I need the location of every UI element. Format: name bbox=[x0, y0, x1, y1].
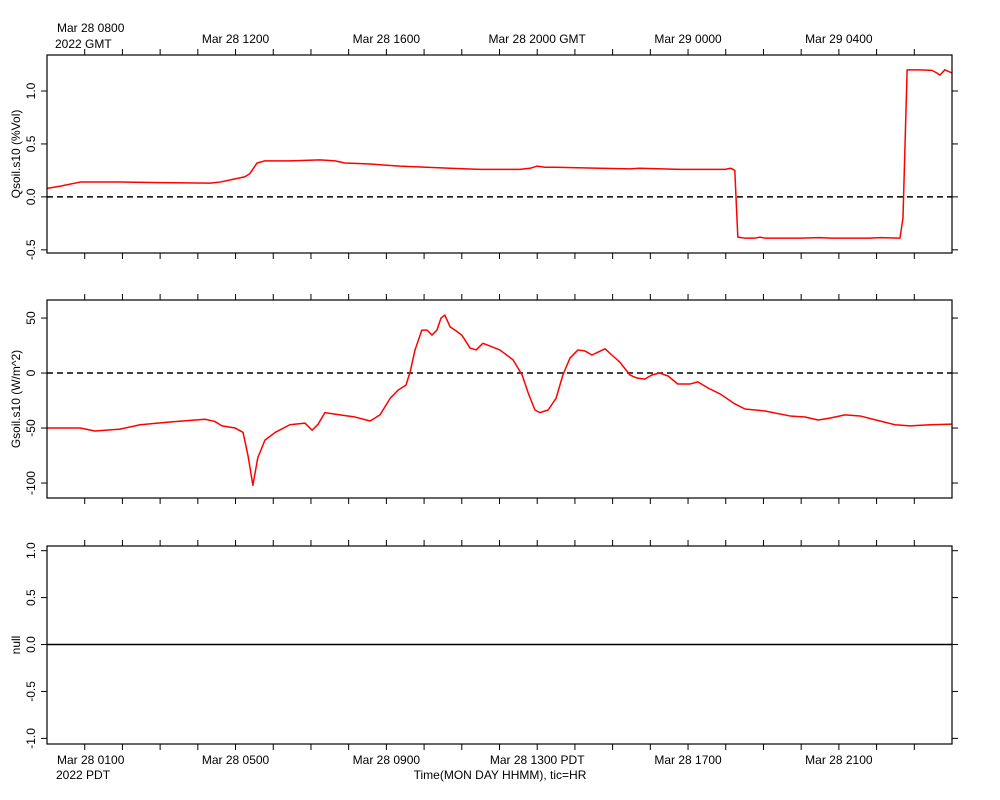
y-axis-label: Gsoil.s10 (W/m^2) bbox=[9, 350, 23, 448]
y-tick-label: 1.0 bbox=[24, 542, 38, 559]
y-tick-label: 1.0 bbox=[24, 82, 38, 99]
y-tick-label: 0.0 bbox=[24, 188, 38, 205]
y-axis-label: null bbox=[9, 636, 23, 655]
data-line bbox=[46, 69, 953, 239]
x2-tick-label: Mar 28 1200 bbox=[202, 32, 270, 46]
x2-tick-label: Mar 29 0400 bbox=[805, 32, 873, 46]
x-tick-label: Mar 28 1300 PDT bbox=[490, 753, 585, 767]
y-tick-label: -0.5 bbox=[24, 681, 38, 702]
x-tick-label: Mar 28 0500 bbox=[202, 753, 270, 767]
x-axis-label: Time(MON DAY HHMM), tic=HR bbox=[414, 768, 587, 782]
y-axis-label: Qsoil.s10 (%Vol) bbox=[9, 110, 23, 199]
data-line bbox=[47, 314, 953, 486]
x2-tick-label: Mar 28 1600 bbox=[353, 32, 421, 46]
x-axis-note: 2022 PDT bbox=[56, 768, 111, 782]
x-tick-label: Mar 28 0900 bbox=[353, 753, 421, 767]
x-tick-label: Mar 28 1700 bbox=[654, 753, 722, 767]
y-tick-label: 50 bbox=[24, 311, 38, 325]
y-tick-label: 0 bbox=[24, 369, 38, 376]
x2-tick-label: Mar 28 2000 GMT bbox=[489, 32, 587, 46]
plot-frame bbox=[46, 54, 953, 254]
x2-axis-note: 2022 GMT bbox=[55, 37, 112, 51]
y-tick-label: 0.5 bbox=[24, 589, 38, 606]
plot-frame bbox=[46, 299, 953, 499]
x-tick-label: Mar 28 0100 bbox=[57, 753, 125, 767]
y-tick-label: -1.0 bbox=[24, 728, 38, 749]
y-tick-label: 0.5 bbox=[24, 135, 38, 152]
x2-tick-label: Mar 29 0000 bbox=[654, 32, 722, 46]
x-tick-label: Mar 28 2100 bbox=[805, 753, 873, 767]
y-tick-label: -50 bbox=[24, 419, 38, 437]
y-tick-label: 0.0 bbox=[24, 636, 38, 653]
x2-tick-label: Mar 28 0800 bbox=[57, 21, 125, 35]
y-tick-label: -0.5 bbox=[24, 239, 38, 260]
y-tick-label: -100 bbox=[24, 471, 38, 495]
